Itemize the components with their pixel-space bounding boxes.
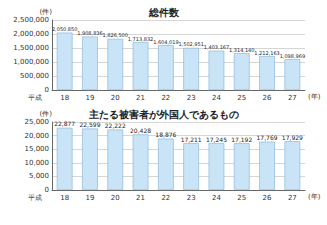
svg-text:26: 26 — [263, 194, 272, 202]
svg-text:17,211: 17,211 — [181, 136, 202, 143]
svg-text:(件): (件) — [40, 110, 53, 118]
svg-text:19: 19 — [85, 94, 94, 102]
svg-text:平成: 平成 — [28, 194, 42, 202]
svg-text:5,000: 5,000 — [29, 172, 49, 180]
svg-text:20,000: 20,000 — [25, 132, 50, 140]
svg-text:17,769: 17,769 — [257, 134, 278, 141]
svg-text:平成: 平成 — [28, 94, 42, 102]
svg-text:17,929: 17,929 — [282, 134, 303, 141]
svg-text:10,000: 10,000 — [25, 159, 50, 167]
svg-text:17,245: 17,245 — [206, 136, 227, 143]
svg-text:1,713,832: 1,713,832 — [128, 36, 153, 42]
svg-text:25: 25 — [237, 194, 246, 202]
svg-text:20,428: 20,428 — [130, 127, 151, 134]
svg-text:主たる被害者が外国人であるもの: 主たる被害者が外国人であるもの — [88, 109, 239, 120]
svg-text:25,000: 25,000 — [25, 118, 50, 126]
svg-text:500,000: 500,000 — [20, 72, 49, 80]
svg-text:27: 27 — [288, 194, 297, 202]
svg-text:1,098,969: 1,098,969 — [280, 53, 305, 59]
svg-text:21: 21 — [136, 94, 145, 102]
svg-text:総件数: 総件数 — [148, 7, 180, 18]
svg-text:22,599: 22,599 — [79, 121, 100, 128]
svg-text:18: 18 — [60, 194, 69, 202]
svg-text:17,192: 17,192 — [231, 136, 252, 143]
svg-text:1,314,140: 1,314,140 — [229, 47, 254, 53]
svg-text:1,212,163: 1,212,163 — [254, 50, 279, 56]
svg-text:18: 18 — [60, 94, 69, 102]
svg-text:23: 23 — [187, 194, 196, 202]
svg-text:20: 20 — [111, 94, 120, 102]
svg-text:1,403,167: 1,403,167 — [204, 44, 229, 50]
svg-text:15,000: 15,000 — [25, 145, 50, 153]
svg-text:2,050,850: 2,050,850 — [52, 26, 77, 32]
svg-text:18,876: 18,876 — [155, 131, 176, 138]
svg-text:25: 25 — [237, 94, 246, 102]
svg-text:19: 19 — [85, 194, 94, 202]
svg-text:1,908,836: 1,908,836 — [77, 30, 102, 36]
svg-text:1,500,000: 1,500,000 — [13, 44, 49, 52]
svg-text:2,500,000: 2,500,000 — [13, 16, 49, 24]
svg-text:(件): (件) — [40, 8, 53, 16]
svg-text:1,826,500: 1,826,500 — [103, 32, 128, 38]
svg-text:22,222: 22,222 — [105, 122, 126, 129]
svg-text:0: 0 — [45, 186, 49, 194]
svg-text:24: 24 — [212, 194, 221, 202]
svg-text:27: 27 — [288, 94, 297, 102]
svg-text:2,000,000: 2,000,000 — [13, 30, 49, 38]
svg-text:1,502,951: 1,502,951 — [178, 41, 203, 47]
svg-text:1,000,000: 1,000,000 — [13, 58, 49, 66]
svg-text:(年): (年) — [308, 193, 321, 201]
svg-text:22: 22 — [161, 94, 170, 102]
svg-text:22,877: 22,877 — [54, 120, 75, 127]
svg-text:24: 24 — [212, 94, 221, 102]
svg-text:26: 26 — [263, 94, 272, 102]
svg-text:22: 22 — [161, 194, 170, 202]
svg-text:23: 23 — [187, 94, 196, 102]
svg-text:21: 21 — [136, 194, 145, 202]
svg-text:20: 20 — [111, 194, 120, 202]
svg-text:(年): (年) — [308, 93, 321, 101]
svg-text:1,604,019: 1,604,019 — [153, 39, 178, 45]
svg-text:0: 0 — [45, 86, 49, 94]
